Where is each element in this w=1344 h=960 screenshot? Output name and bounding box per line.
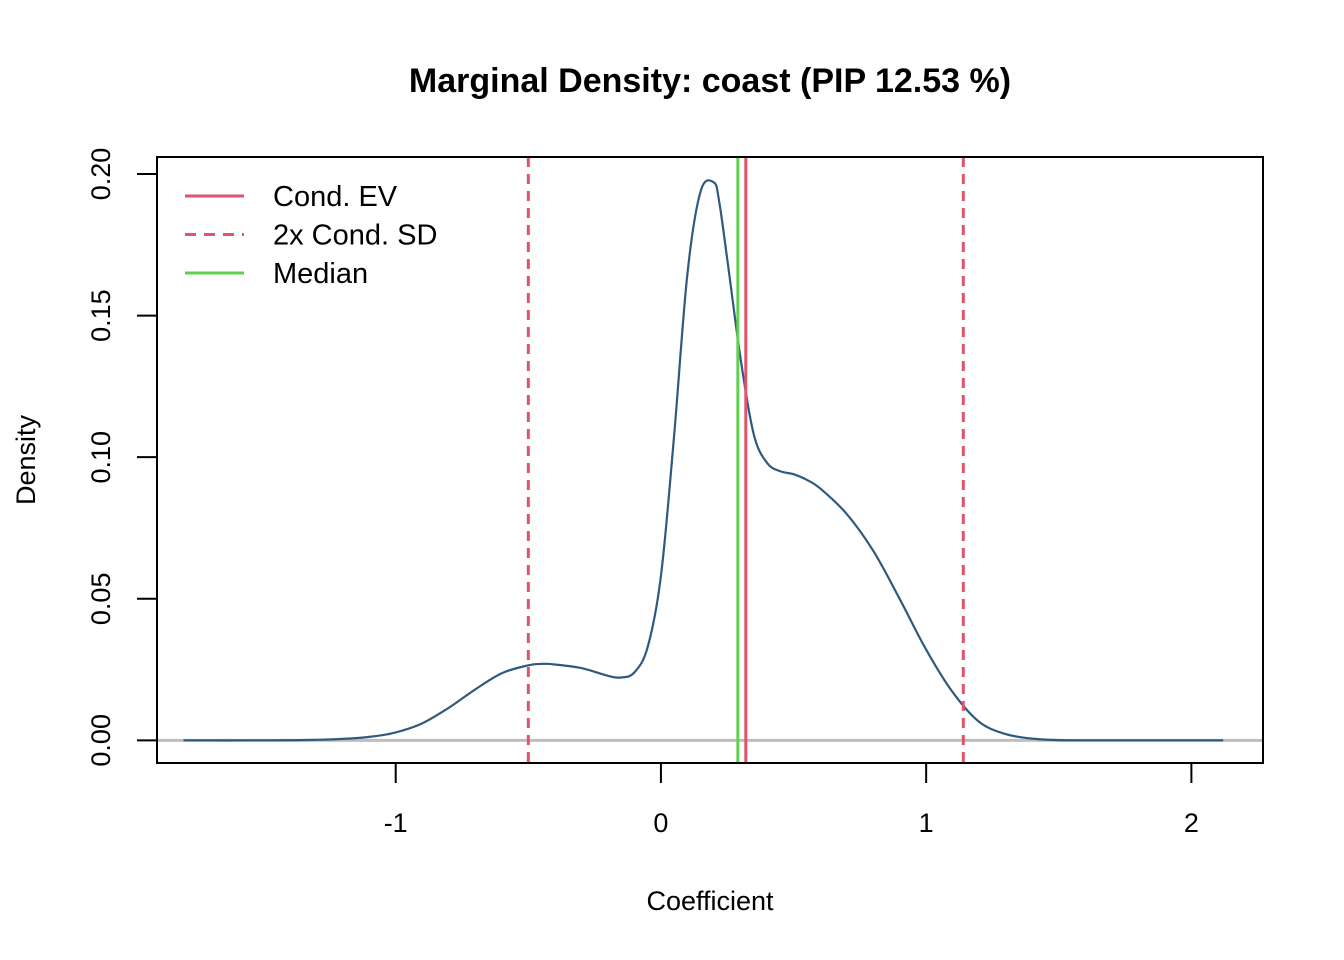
y-tick-label: 0.05 xyxy=(86,573,116,626)
x-axis-label: Coefficient xyxy=(646,886,774,916)
legend-label-cond-ev: Cond. EV xyxy=(273,181,398,213)
legend-label-median: Median xyxy=(273,258,368,290)
y-tick-label: 0.00 xyxy=(86,714,116,767)
y-tick-label: 0.15 xyxy=(86,289,116,342)
x-tick-label: 2 xyxy=(1184,808,1199,838)
y-tick-label: 0.10 xyxy=(86,431,116,484)
legend: Cond. EV 2x Cond. SD Median xyxy=(185,181,437,290)
chart-title: Marginal Density: coast (PIP 12.53 %) xyxy=(409,62,1011,100)
x-tick-label: -1 xyxy=(384,808,408,838)
x-axis: -1 0 1 2 xyxy=(384,762,1199,838)
x-tick-label: 0 xyxy=(653,808,668,838)
plot-area xyxy=(157,157,1263,763)
y-tick-label: 0.20 xyxy=(86,148,116,201)
y-axis-label: Density xyxy=(11,414,41,505)
x-tick-label: 1 xyxy=(919,808,934,838)
y-axis: 0.00 0.05 0.10 0.15 0.20 xyxy=(86,148,158,767)
legend-label-2x-cond-sd: 2x Cond. SD xyxy=(273,220,437,252)
